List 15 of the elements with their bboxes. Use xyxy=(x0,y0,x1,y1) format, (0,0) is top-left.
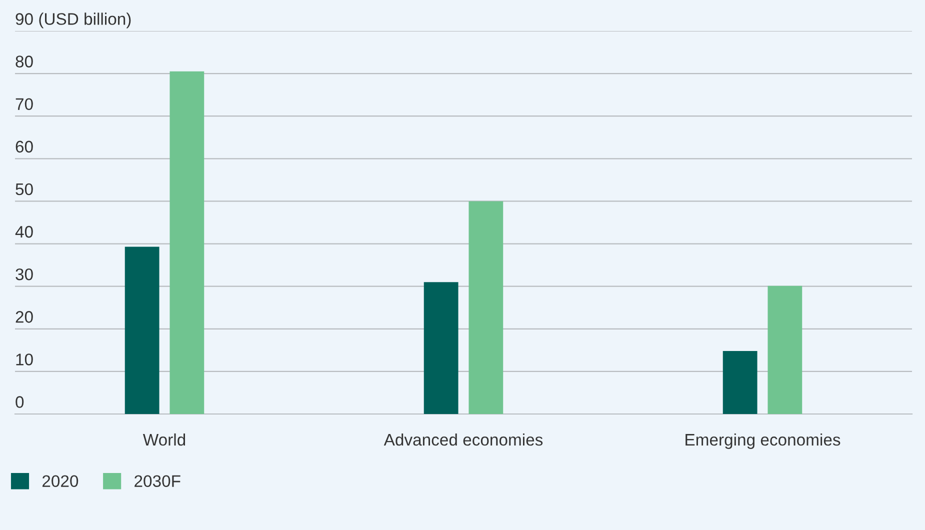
x-tick-label: Advanced economies xyxy=(384,433,543,446)
y-tick-label: 50 xyxy=(16,183,33,196)
x-tick-label: Emerging economies xyxy=(686,433,840,449)
y-tick-label: 30 xyxy=(16,268,33,280)
y-tick-label: 60 xyxy=(16,140,33,153)
legend-label: 2020 xyxy=(42,475,78,488)
y-tick-label: 20 xyxy=(16,311,33,323)
x-tick-label: World xyxy=(142,433,186,446)
y-tick-label: 10 xyxy=(16,354,33,366)
y-tick-label: 40 xyxy=(15,226,33,238)
y-tick-label: 70 xyxy=(16,98,33,110)
y-tick-label: 90 (USD billion) xyxy=(16,12,131,28)
y-tick-label: 80 xyxy=(16,56,33,68)
y-tick-label: 0 xyxy=(16,396,24,408)
legend-label: 2030F xyxy=(134,475,180,488)
